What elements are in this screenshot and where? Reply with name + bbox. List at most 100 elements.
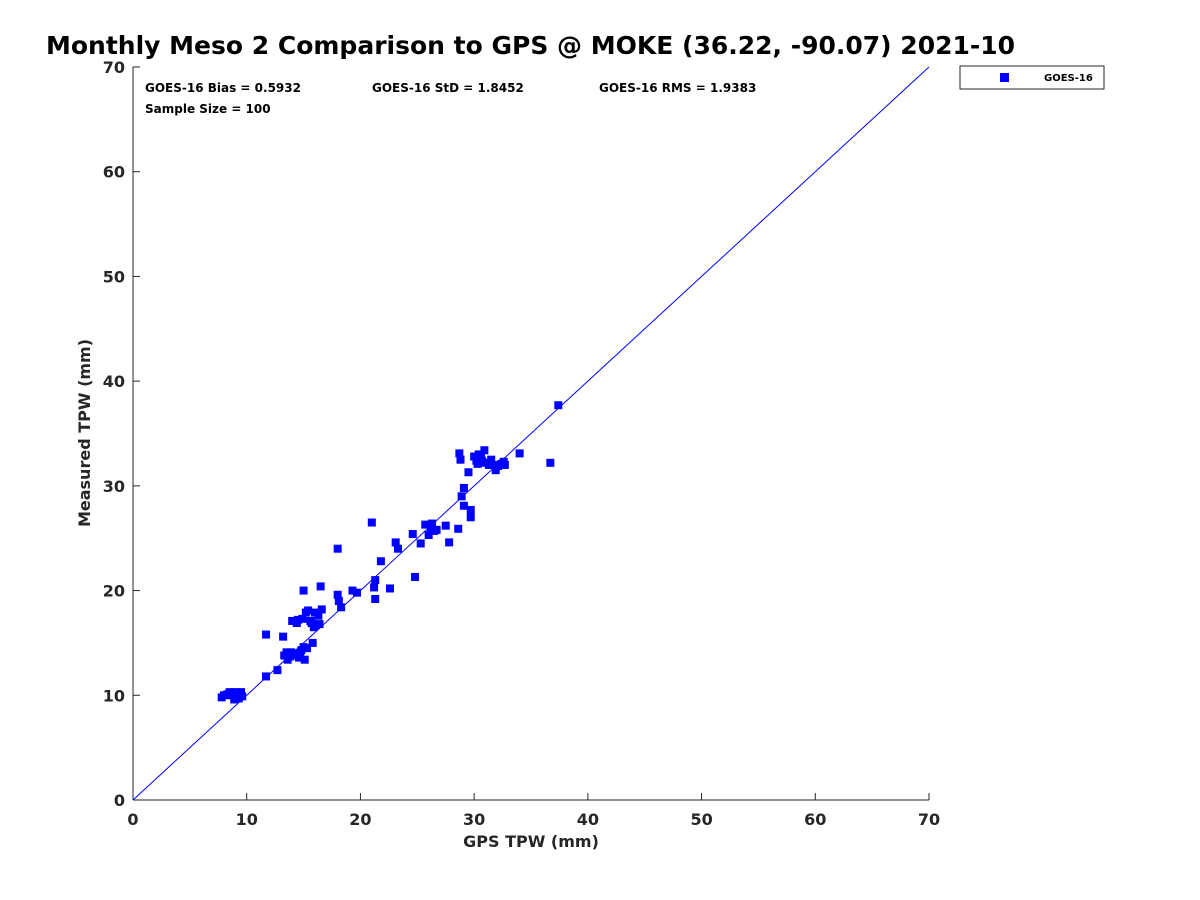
x-tick-label: 20	[349, 810, 371, 829]
data-point	[466, 513, 475, 522]
x-ticks: 0 10 20 30 40 50 60 70	[127, 793, 940, 829]
data-point	[298, 614, 307, 623]
y-tick-label: 20	[103, 582, 125, 601]
data-point	[371, 594, 380, 603]
std-stat: GOES-16 StD = 1.8452	[372, 81, 524, 95]
y-tick-label: 0	[114, 791, 125, 810]
data-point	[300, 655, 309, 664]
data-point	[391, 538, 400, 547]
x-tick-label: 10	[236, 810, 258, 829]
data-point	[515, 449, 524, 458]
legend-marker-square-icon	[1000, 73, 1009, 82]
data-point	[546, 458, 555, 467]
x-tick-label: 70	[918, 810, 940, 829]
x-tick-label: 50	[690, 810, 712, 829]
x-tick-label: 30	[463, 810, 485, 829]
data-point	[432, 525, 441, 534]
data-point	[288, 616, 297, 625]
data-point	[456, 455, 465, 464]
data-point	[480, 446, 489, 455]
data-point	[348, 586, 357, 595]
x-tick-label: 0	[127, 810, 138, 829]
data-point	[337, 603, 346, 612]
data-point	[370, 583, 379, 592]
data-point	[296, 650, 305, 659]
data-point	[466, 505, 475, 514]
data-point	[371, 576, 380, 585]
data-point	[316, 582, 325, 591]
data-point	[500, 460, 509, 469]
y-tick-label: 10	[103, 686, 125, 705]
data-point	[445, 538, 454, 547]
data-point	[308, 638, 317, 647]
data-point	[428, 519, 437, 528]
legend-label: GOES-16	[1044, 73, 1093, 84]
data-point	[457, 492, 466, 501]
data-point	[454, 524, 463, 533]
data-point	[262, 630, 271, 639]
data-point	[273, 666, 282, 675]
data-point	[307, 619, 316, 628]
data-point	[353, 588, 362, 597]
one-to-one-reference-line	[132, 66, 930, 801]
data-point	[424, 531, 433, 540]
data-point	[376, 557, 385, 566]
data-point	[455, 449, 464, 458]
data-point	[230, 695, 239, 704]
data-point	[237, 688, 246, 697]
y-ticks: 0 10 20 30 40 50 60 70	[103, 58, 140, 810]
x-tick-label: 60	[804, 810, 826, 829]
y-tick-label: 30	[103, 477, 125, 496]
data-point	[238, 692, 247, 701]
data-point	[314, 611, 323, 620]
data-point	[484, 460, 493, 469]
data-point	[491, 466, 500, 475]
x-axis-label: GPS TPW (mm)	[463, 832, 599, 851]
legend[interactable]: GOES-16	[959, 65, 1105, 90]
data-point	[385, 584, 394, 593]
data-point	[411, 572, 420, 581]
data-point	[367, 518, 376, 527]
data-point	[304, 606, 313, 615]
data-point	[554, 401, 563, 410]
data-points	[217, 401, 563, 704]
data-point	[408, 530, 417, 539]
data-point	[333, 544, 342, 553]
chart-title: Monthly Meso 2 Comparison to GPS @ MOKE …	[46, 31, 1015, 60]
data-point	[334, 597, 343, 606]
data-point	[476, 451, 485, 460]
data-point	[333, 590, 342, 599]
data-point	[289, 649, 298, 658]
sample-size-stat: Sample Size = 100	[145, 102, 271, 116]
data-point	[299, 586, 308, 595]
data-point	[421, 520, 430, 529]
axes: 0 10 20 30 40 50 60 70 0 10 20 30 40 50 60 70	[103, 58, 940, 829]
data-point	[279, 632, 288, 641]
data-point	[459, 483, 468, 492]
data-point	[416, 539, 425, 548]
legend-box	[959, 65, 1105, 90]
data-point	[441, 521, 450, 530]
data-point	[302, 644, 311, 653]
data-point	[393, 544, 402, 553]
data-point	[262, 672, 271, 681]
data-point	[464, 468, 473, 477]
y-tick-label: 70	[103, 58, 125, 77]
data-point	[487, 455, 496, 464]
data-point	[473, 459, 482, 468]
data-point	[470, 452, 479, 461]
data-point	[315, 620, 324, 629]
y-tick-label: 50	[103, 267, 125, 286]
data-point	[282, 648, 291, 657]
y-axis-label: Measured TPW (mm)	[75, 339, 94, 527]
bias-stat: GOES-16 Bias = 0.5932	[145, 81, 301, 95]
y-tick-label: 40	[103, 372, 125, 391]
rms-stat: GOES-16 RMS = 1.9383	[599, 81, 756, 95]
stats-annotations: GOES-16 Bias = 0.5932 GOES-16 StD = 1.84…	[145, 81, 756, 116]
data-point	[459, 501, 468, 510]
data-point	[293, 615, 302, 624]
x-tick-label: 40	[577, 810, 599, 829]
y-tick-label: 60	[103, 163, 125, 182]
data-point	[317, 605, 326, 614]
